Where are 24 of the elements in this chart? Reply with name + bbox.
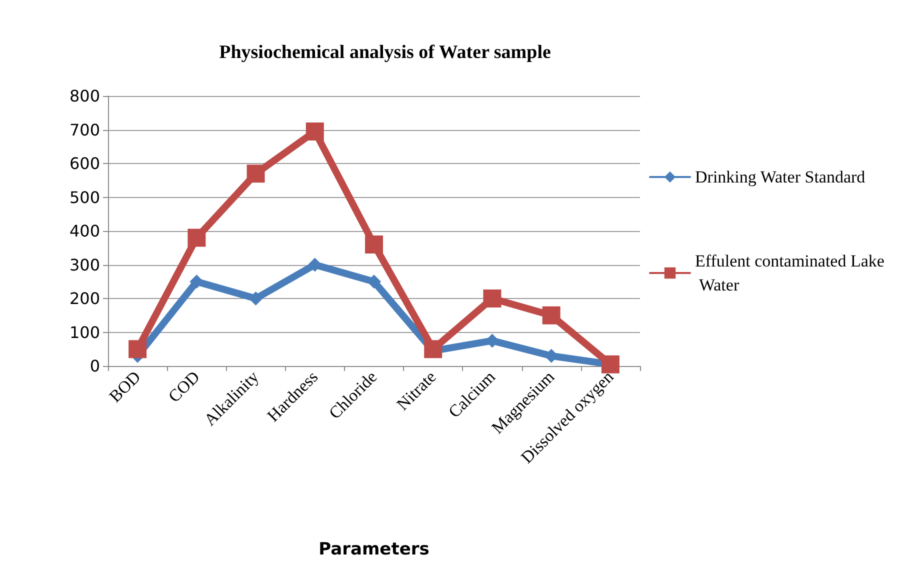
point <box>306 122 324 140</box>
point <box>367 274 381 289</box>
point <box>128 340 147 358</box>
y-tick-label: 700 <box>69 120 100 140</box>
y-tick-label: 800 <box>69 86 100 106</box>
point <box>542 306 560 324</box>
chart-title: Physiochemical analysis of Water sample <box>219 42 551 63</box>
point <box>188 228 206 247</box>
point <box>248 292 263 306</box>
point <box>424 340 442 358</box>
y-tick-label: 600 <box>69 154 100 173</box>
legend-label: Effulent contaminated Lake Water <box>695 252 884 294</box>
point <box>483 290 502 308</box>
y-tick-label: 100 <box>69 322 100 342</box>
point <box>246 164 265 183</box>
x-axis-title: Parameters <box>318 540 430 560</box>
x-tick-label: COD <box>164 367 204 406</box>
point <box>365 236 383 254</box>
y-tick-label: 500 <box>69 188 100 207</box>
y-tick-label: 400 <box>69 222 100 240</box>
y-tick-label: 0 <box>90 356 100 376</box>
y-tick-label: 300 <box>69 255 100 274</box>
y-tick-label: 200 <box>69 289 100 308</box>
legend-label: Drinking Water Standard <box>695 168 866 186</box>
